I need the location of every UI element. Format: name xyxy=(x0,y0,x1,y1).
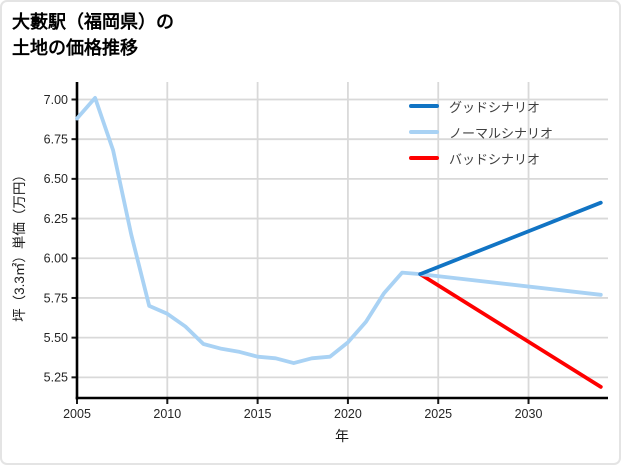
legend-line-bad-icon xyxy=(409,156,439,160)
x-axis-label: 年 xyxy=(335,428,349,444)
legend-line-good-icon xyxy=(409,104,439,108)
y-tick-label: 6.25 xyxy=(44,212,68,226)
y-tick-label: 6.50 xyxy=(44,172,68,186)
y-tick-label: 5.75 xyxy=(44,291,68,305)
x-tick-label: 2005 xyxy=(63,407,91,421)
series-line-normal-scenario xyxy=(418,272,603,297)
legend-label-normal: ノーマルシナリオ xyxy=(449,125,554,141)
legend-line-normal-icon xyxy=(409,130,439,134)
x-tick-label: 2020 xyxy=(334,407,362,421)
legend-item-bad-scenario: バッドシナリオ xyxy=(409,145,553,171)
series-line-history xyxy=(75,96,423,366)
legend-label-bad: バッドシナリオ xyxy=(449,151,541,167)
y-tick-label: 6.00 xyxy=(44,252,68,266)
x-tick-label: 2030 xyxy=(515,407,543,421)
x-tick-label: 2015 xyxy=(244,407,272,421)
x-tick-label: 2025 xyxy=(424,407,452,421)
legend-item-good-scenario: グッドシナリオ xyxy=(409,93,553,119)
x-tick-label: 2010 xyxy=(153,407,181,421)
y-axis-label: 坪（3.3㎡）単価（万円） xyxy=(12,168,27,322)
y-tick-label: 5.50 xyxy=(44,331,68,345)
legend-label-good: グッドシナリオ xyxy=(449,99,541,115)
y-tick-label: 5.25 xyxy=(44,371,68,385)
title-line-2: 土地の価格推移 xyxy=(12,38,138,58)
title-line-1: 大藪駅（福岡県）の xyxy=(12,12,174,32)
legend: グッドシナリオ ノーマルシナリオ バッドシナリオ xyxy=(409,93,553,171)
series-line-good-scenario xyxy=(418,200,603,277)
page-title: 大藪駅（福岡県）の 土地の価格推移 xyxy=(12,9,174,61)
y-tick-label: 6.75 xyxy=(44,132,68,146)
y-tick-label: 7.00 xyxy=(44,93,68,107)
series-line-bad-scenario xyxy=(418,272,603,389)
legend-item-normal-scenario: ノーマルシナリオ xyxy=(409,119,553,145)
